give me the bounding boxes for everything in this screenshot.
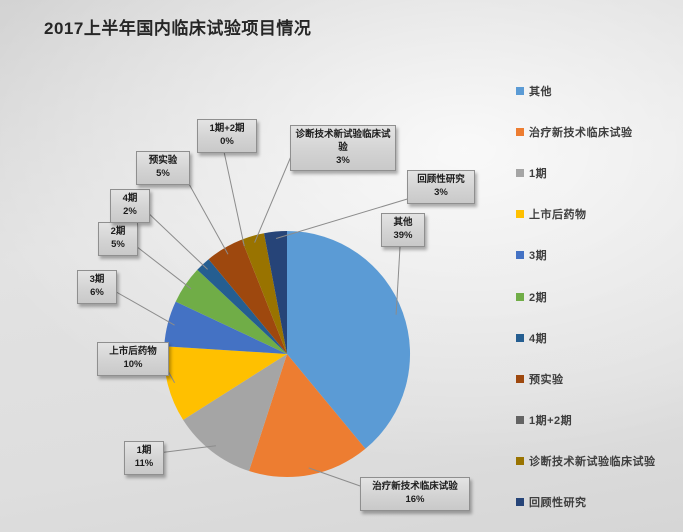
chart-title: 2017上半年国内临床试验项目情况 bbox=[44, 19, 312, 38]
callout-6: 4期 2% bbox=[110, 189, 150, 223]
callout-label: 1期+2期 bbox=[209, 123, 245, 134]
callout-3: 上市后药物 10% bbox=[97, 342, 169, 376]
legend-item-7: 预实验 bbox=[516, 372, 564, 386]
legend-swatch-icon bbox=[516, 293, 524, 301]
legend-swatch-icon bbox=[516, 334, 524, 342]
callout-label: 预实验 bbox=[148, 155, 178, 166]
pie-slice-2 bbox=[183, 354, 287, 471]
leader-line-7 bbox=[183, 174, 229, 255]
legend-swatch-icon bbox=[516, 169, 524, 177]
legend-label: 预实验 bbox=[529, 374, 564, 386]
callout-value: 2% bbox=[123, 205, 137, 217]
callout-label: 诊断技术新试验临床试验 bbox=[295, 129, 391, 153]
legend-label: 诊断技术新试验临床试验 bbox=[529, 456, 656, 468]
legend-label: 1期+2期 bbox=[529, 415, 573, 427]
callout-label: 4期 bbox=[122, 193, 138, 204]
leader-line-9 bbox=[254, 153, 293, 243]
callout-4: 3期 6% bbox=[77, 270, 117, 304]
callout-value: 3% bbox=[336, 154, 350, 166]
legend-item-5: 2期 bbox=[516, 290, 547, 304]
legend-label: 3期 bbox=[529, 250, 548, 262]
pie-slice-5 bbox=[175, 269, 287, 354]
callout-label: 3期 bbox=[89, 274, 105, 285]
leader-line-5 bbox=[131, 242, 192, 290]
callout-0: 其他 39% bbox=[381, 213, 425, 247]
legend-label: 治疗新技术临床试验 bbox=[529, 127, 633, 139]
pie-slice-0 bbox=[287, 231, 411, 449]
pie-slice-9 bbox=[241, 233, 287, 354]
callout-7: 预实验 5% bbox=[136, 151, 190, 185]
callout-5: 2期 5% bbox=[98, 222, 138, 256]
legend-swatch-icon bbox=[516, 210, 524, 218]
callout-1: 治疗新技术临床试验 16% bbox=[360, 477, 470, 511]
legend-swatch-icon bbox=[516, 498, 524, 506]
legend-swatch-icon bbox=[516, 416, 524, 424]
legend-label: 上市后药物 bbox=[529, 209, 587, 221]
callout-2: 1期 11% bbox=[124, 441, 164, 475]
callout-value: 5% bbox=[111, 238, 125, 250]
pie-slice-4 bbox=[164, 301, 287, 354]
callout-10: 回顾性研究 3% bbox=[407, 170, 475, 204]
leader-line-0 bbox=[395, 246, 401, 315]
leader-line-1 bbox=[308, 467, 364, 488]
legend-label: 2期 bbox=[529, 292, 548, 304]
pie-slice-1 bbox=[249, 354, 366, 478]
callout-label: 其他 bbox=[393, 217, 413, 228]
legend-item-3: 上市后药物 bbox=[516, 207, 587, 221]
legend-swatch-icon bbox=[516, 251, 524, 259]
legend-swatch-icon bbox=[516, 457, 524, 465]
pie-slice-3 bbox=[163, 346, 287, 420]
legend-label: 4期 bbox=[529, 333, 548, 345]
pie-slice-10 bbox=[264, 231, 287, 354]
legend-item-10: 回顾性研究 bbox=[516, 495, 587, 509]
callout-value: 39% bbox=[393, 229, 413, 241]
callout-label: 治疗新技术临床试验 bbox=[372, 481, 458, 492]
callout-label: 回顾性研究 bbox=[417, 174, 465, 185]
callout-value: 5% bbox=[156, 167, 170, 179]
legend-item-4: 3期 bbox=[516, 248, 547, 262]
legend-label: 其他 bbox=[529, 86, 552, 98]
callout-label: 1期 bbox=[136, 445, 152, 456]
callout-label: 2期 bbox=[110, 226, 126, 237]
leader-line-6 bbox=[143, 208, 208, 270]
callout-8: 1期+2期 0% bbox=[197, 119, 257, 153]
legend-item-9: 诊断技术新试验临床试验 bbox=[516, 454, 656, 468]
callout-value: 11% bbox=[134, 457, 154, 469]
pie-slice-7 bbox=[208, 239, 287, 354]
legend-item-0: 其他 bbox=[516, 84, 552, 98]
leader-line-10 bbox=[275, 196, 415, 239]
legend-item-2: 1期 bbox=[516, 166, 547, 180]
legend-item-1: 治疗新技术临床试验 bbox=[516, 125, 633, 139]
leader-line-4 bbox=[110, 288, 175, 326]
callout-value: 0% bbox=[220, 135, 234, 147]
callout-label: 上市后药物 bbox=[109, 346, 157, 357]
legend-swatch-icon bbox=[516, 128, 524, 136]
leader-line-8 bbox=[222, 146, 245, 247]
callout-9: 诊断技术新试验临床试验 3% bbox=[290, 125, 396, 172]
callout-value: 10% bbox=[123, 358, 143, 370]
legend-label: 1期 bbox=[529, 168, 548, 180]
pie-slice-6 bbox=[197, 259, 287, 354]
callout-value: 16% bbox=[405, 493, 425, 505]
legend-item-6: 4期 bbox=[516, 331, 547, 345]
legend-label: 回顾性研究 bbox=[529, 497, 587, 509]
legend-swatch-icon bbox=[516, 87, 524, 95]
callout-value: 6% bbox=[90, 286, 104, 298]
legend-swatch-icon bbox=[516, 375, 524, 383]
legend-item-8: 1期+2期 bbox=[516, 413, 572, 427]
callout-value: 3% bbox=[434, 186, 448, 198]
leader-line-2 bbox=[157, 445, 216, 454]
